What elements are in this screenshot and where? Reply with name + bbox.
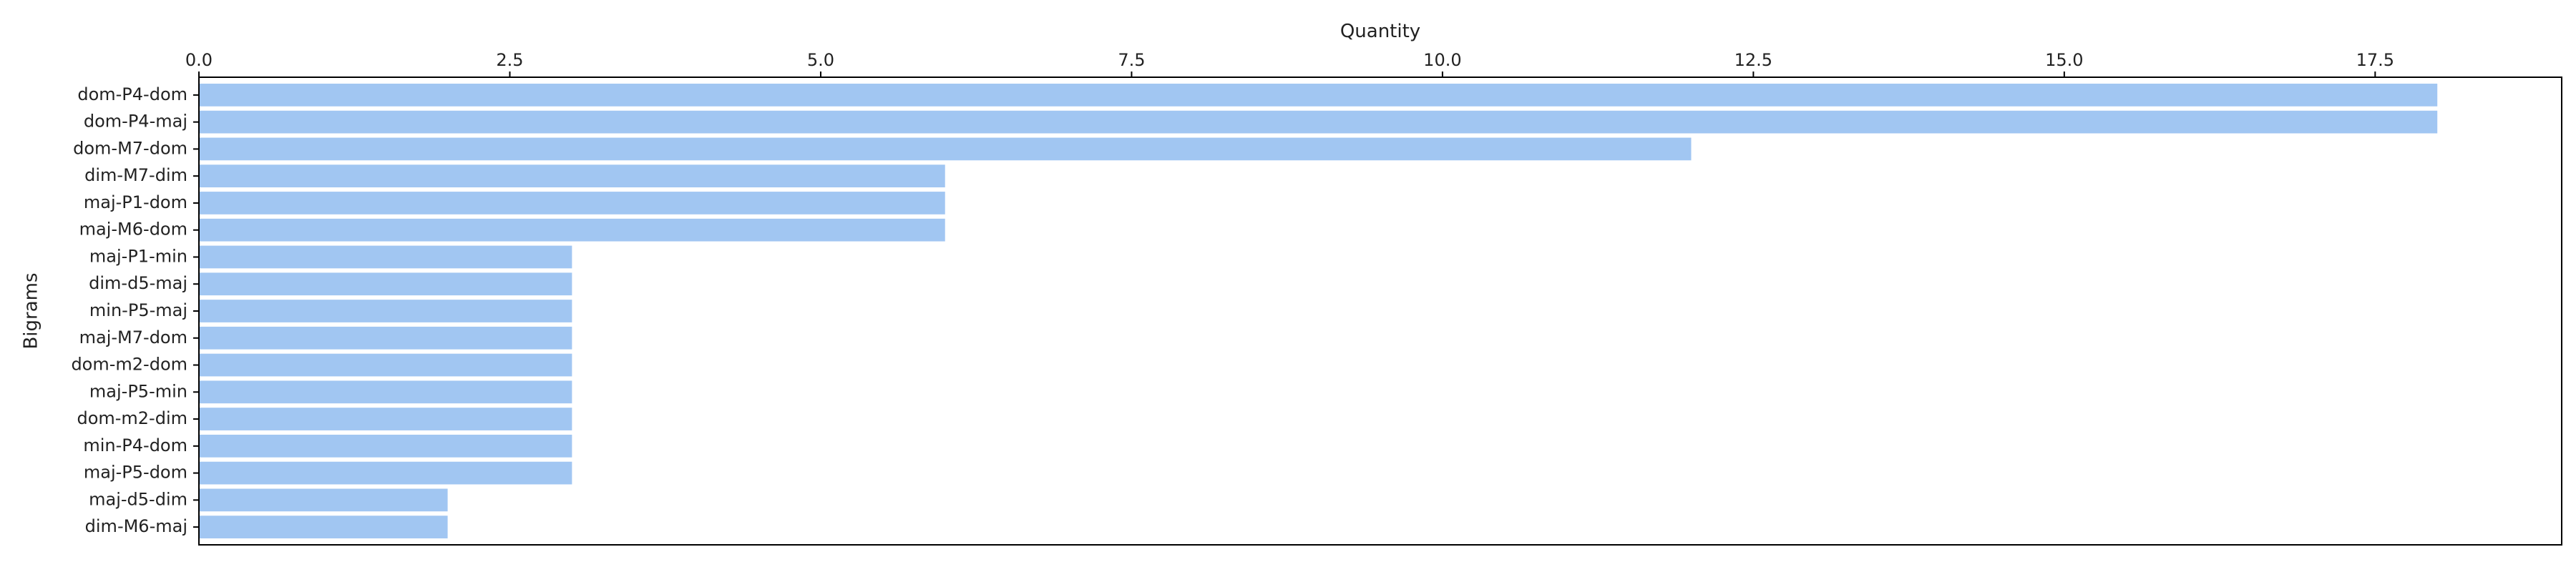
- y-tick-label: maj-P1-min: [89, 246, 187, 266]
- y-tick-label: dim-M6-maj: [85, 516, 187, 536]
- y-tick-label: dom-P4-dom: [77, 84, 187, 104]
- bar-min-P5-maj: [199, 300, 572, 322]
- bar-dim-d5-maj: [199, 272, 572, 296]
- plot-frame: [198, 77, 2562, 546]
- bar-maj-P1-dom: [199, 192, 945, 214]
- x-axis-ticks: 0.0 2.5 5.0 7.5 10.0 12.5 15.0 17.5: [185, 50, 2394, 77]
- bar-dim-M6-maj: [199, 516, 448, 538]
- x-tick-label: 12.5: [1735, 50, 1772, 70]
- y-tick-label: maj-P1-dom: [84, 192, 187, 212]
- y-axis-ticks: dom-P4-dom dom-P4-maj dom-M7-dom dim-M7-dim…: [71, 84, 199, 536]
- y-tick-label: dim-d5-maj: [89, 273, 187, 293]
- y-tick-label: maj-M6-dom: [79, 220, 187, 240]
- bar-maj-P5-dom: [199, 461, 572, 485]
- bar-dom-m2-dim: [199, 408, 572, 430]
- y-tick-label: dom-m2-dim: [77, 408, 187, 428]
- y-axis-title: Bigrams: [21, 272, 42, 349]
- x-tick-label: 15.0: [2045, 50, 2083, 70]
- bar-dom-m2-dom: [199, 353, 572, 377]
- x-tick-label: 5.0: [807, 50, 834, 70]
- bar-min-P4-dom: [199, 434, 572, 458]
- bar-maj-M6-dom: [199, 218, 945, 242]
- bar-dom-M7-dom: [199, 137, 1692, 161]
- bars-layer: [199, 84, 2438, 538]
- bar-maj-P1-min: [199, 245, 572, 269]
- bar-maj-P5-min: [199, 380, 572, 404]
- y-tick-label: min-P5-maj: [89, 300, 187, 320]
- y-tick-label: dom-M7-dom: [73, 138, 187, 158]
- bar-maj-M7-dom: [199, 326, 572, 350]
- x-tick-label: 17.5: [2356, 50, 2394, 70]
- y-tick-label: min-P4-dom: [83, 435, 187, 455]
- y-tick-label: dom-P4-maj: [84, 112, 187, 132]
- bar-dim-M7-dim: [199, 164, 945, 188]
- y-tick-label: dim-M7-dim: [84, 165, 187, 185]
- y-tick-label: maj-d5-dim: [89, 489, 187, 509]
- x-tick-label: 10.0: [1423, 50, 1461, 70]
- x-tick-label: 7.5: [1118, 50, 1145, 70]
- y-tick-label: maj-P5-dom: [84, 463, 187, 483]
- y-tick-label: maj-M7-dom: [79, 327, 187, 347]
- x-tick-label: 0.0: [185, 50, 213, 70]
- y-tick-label: maj-P5-min: [89, 381, 187, 401]
- bar-dom-P4-maj: [199, 110, 2438, 134]
- bar-dom-P4-dom: [199, 84, 2438, 107]
- x-tick-label: 2.5: [496, 50, 523, 70]
- bar-maj-d5-dim: [199, 488, 448, 512]
- x-axis-title: Quantity: [1340, 21, 1420, 42]
- y-tick-label: dom-m2-dom: [71, 355, 187, 375]
